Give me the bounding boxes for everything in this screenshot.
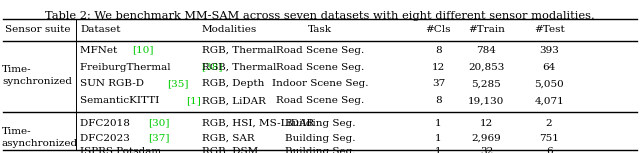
Text: Indoor Scene Seg.: Indoor Scene Seg. <box>272 79 368 88</box>
Text: #Train: #Train <box>468 25 505 34</box>
Text: Time-
synchronized: Time- synchronized <box>2 65 72 86</box>
Text: Modalities: Modalities <box>202 25 257 34</box>
Text: #Test: #Test <box>534 25 564 34</box>
Text: Road Scene Seg.: Road Scene Seg. <box>276 63 364 71</box>
Text: RGB, Depth: RGB, Depth <box>202 79 264 88</box>
Text: [37]: [37] <box>148 134 170 142</box>
Text: Dataset: Dataset <box>80 25 120 34</box>
Text: Building Seg.: Building Seg. <box>285 147 355 153</box>
Text: Building Seg.: Building Seg. <box>285 134 355 142</box>
Text: 6: 6 <box>546 147 552 153</box>
Text: 20,853: 20,853 <box>468 63 504 71</box>
Text: 2,969: 2,969 <box>472 134 501 142</box>
Text: 12: 12 <box>480 119 493 128</box>
Text: Building Seg.: Building Seg. <box>285 119 355 128</box>
Text: SUN RGB-D: SUN RGB-D <box>80 79 147 88</box>
Text: 8: 8 <box>435 46 442 55</box>
Text: Road Scene Seg.: Road Scene Seg. <box>276 46 364 55</box>
Text: MFNet: MFNet <box>80 46 120 55</box>
Text: 37: 37 <box>432 79 445 88</box>
Text: ISPRS Potsdam: ISPRS Potsdam <box>80 147 161 153</box>
Text: #Cls: #Cls <box>426 25 451 34</box>
Text: DFC2018: DFC2018 <box>80 119 133 128</box>
Text: 4,071: 4,071 <box>534 96 564 105</box>
Text: RGB, HSI, MS-LiDAR: RGB, HSI, MS-LiDAR <box>202 119 314 128</box>
Text: 5,050: 5,050 <box>534 79 564 88</box>
Text: RGB, Thermal: RGB, Thermal <box>202 63 276 71</box>
Text: [30]: [30] <box>148 119 170 128</box>
Text: 751: 751 <box>539 134 559 142</box>
Text: 1: 1 <box>435 134 442 142</box>
Text: 393: 393 <box>539 46 559 55</box>
Text: 5,285: 5,285 <box>472 79 501 88</box>
Text: Time-
asynchronized: Time- asynchronized <box>2 127 78 148</box>
Text: [1]: [1] <box>187 96 202 105</box>
Text: 2: 2 <box>546 119 552 128</box>
Text: SemanticKITTI: SemanticKITTI <box>80 96 163 105</box>
Text: FreiburgThermal: FreiburgThermal <box>80 63 174 71</box>
Text: 1: 1 <box>435 147 442 153</box>
Text: RGB, DSM: RGB, DSM <box>202 147 258 153</box>
Text: 12: 12 <box>432 63 445 71</box>
Text: 1: 1 <box>435 119 442 128</box>
Text: [10]: [10] <box>132 46 154 55</box>
Text: 19,130: 19,130 <box>468 96 504 105</box>
Text: [35]: [35] <box>167 79 188 88</box>
Text: RGB, Thermal: RGB, Thermal <box>202 46 276 55</box>
Text: Road Scene Seg.: Road Scene Seg. <box>276 96 364 105</box>
Text: Sensor suite: Sensor suite <box>5 25 70 34</box>
Text: RGB, SAR: RGB, SAR <box>202 134 254 142</box>
Text: DFC2023: DFC2023 <box>80 134 133 142</box>
Text: 32: 32 <box>480 147 493 153</box>
Text: 784: 784 <box>476 46 497 55</box>
Text: Task: Task <box>308 25 332 34</box>
Text: [38]: [38] <box>201 63 223 71</box>
Text: Table 2: We benchmark MM-SAM across seven datasets with eight different sensor m: Table 2: We benchmark MM-SAM across seve… <box>45 11 595 21</box>
Text: 64: 64 <box>543 63 556 71</box>
Text: RGB, LiDAR: RGB, LiDAR <box>202 96 266 105</box>
Text: 8: 8 <box>435 96 442 105</box>
